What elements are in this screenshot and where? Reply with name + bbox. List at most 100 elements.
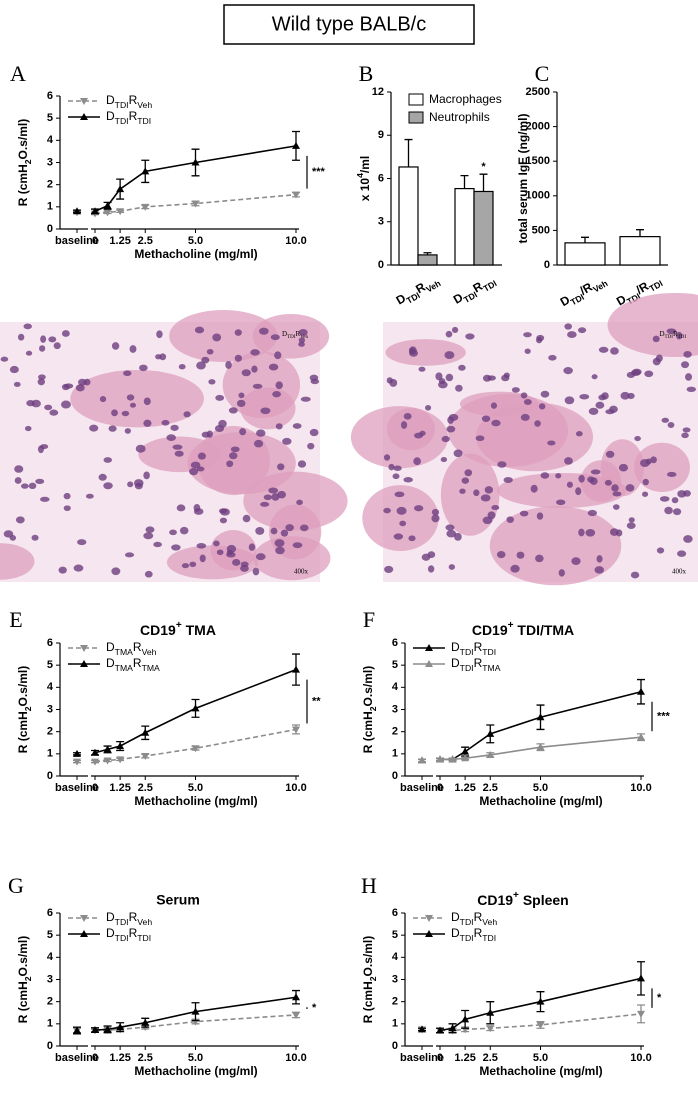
y-tick-label: 3 [47, 703, 53, 715]
nucleus [300, 396, 311, 402]
nucleus [618, 463, 629, 472]
y-axis-label: R (cmH2O.s/ml) [361, 936, 378, 1024]
nucleus [556, 499, 566, 506]
nucleus [523, 332, 532, 338]
nucleus [259, 327, 269, 335]
nucleus [567, 331, 577, 339]
nucleus [292, 542, 303, 549]
x-axis-label: Methacholine (mg/ml) [134, 247, 257, 261]
nucleus [435, 372, 443, 381]
nucleus [143, 471, 150, 480]
significance-label: * [657, 992, 662, 1004]
legend-label: Neutrophils [429, 110, 490, 124]
nucleus [37, 378, 46, 386]
x-tick-label: 0 [92, 235, 98, 247]
text-part: CD19 [140, 622, 176, 638]
nucleus [263, 494, 272, 501]
nucleus [25, 350, 33, 356]
x-tick-label: DTDIRVeh [394, 272, 443, 310]
nucleus [677, 550, 687, 557]
text-part: R [129, 93, 138, 107]
nucleus [639, 459, 650, 468]
nucleus [564, 457, 573, 465]
nucleus [270, 334, 280, 341]
y-tick-label: 0 [392, 1040, 398, 1052]
marker [103, 209, 112, 217]
panel-letter: G [8, 873, 24, 898]
nucleus [226, 551, 236, 558]
marker [448, 755, 457, 763]
nucleus [179, 526, 189, 535]
nucleus [644, 370, 654, 378]
nucleus [234, 329, 242, 336]
tissue [166, 545, 259, 580]
nucleus [156, 330, 163, 339]
nucleus [58, 566, 67, 574]
nucleus [511, 387, 520, 393]
nucleus [383, 507, 391, 514]
nucleus [451, 326, 459, 334]
y-tick-label: 3 [47, 973, 53, 985]
x-tick-label: 10.0 [285, 782, 306, 794]
significance-label: *** [657, 710, 671, 722]
marker [637, 687, 645, 695]
y-tick-label: 0 [47, 1040, 53, 1052]
nucleus [520, 392, 528, 399]
nucleus [497, 461, 507, 468]
nucleus [232, 559, 241, 566]
y-tick-label: 3 [392, 703, 398, 715]
legend-marker [80, 915, 88, 922]
chart-title: CD19+ TDI/TMA [472, 620, 574, 638]
tissue [447, 393, 569, 468]
bar [398, 166, 419, 266]
nucleus [516, 551, 525, 559]
marker [141, 753, 150, 761]
marker [73, 749, 81, 757]
tissue [0, 543, 35, 580]
nucleus [652, 357, 661, 366]
image-label: DTDIRTDI [659, 330, 686, 340]
nucleus [440, 457, 448, 463]
nucleus [414, 505, 424, 512]
nucleus [208, 379, 216, 385]
marker [486, 1008, 495, 1016]
nucleus [285, 524, 294, 532]
nucleus [445, 330, 453, 338]
nucleus [298, 337, 306, 344]
nucleus [78, 378, 87, 386]
marker [292, 1011, 300, 1019]
nucleus [256, 429, 266, 437]
nucleus [212, 333, 222, 342]
panel-letter: H [361, 873, 377, 898]
nucleus [672, 508, 682, 516]
text-part: R [673, 330, 678, 338]
x-tick-label: 5.0 [188, 235, 203, 247]
text-part: 2 [368, 706, 378, 711]
error-bar [479, 173, 488, 192]
nucleus [103, 482, 113, 490]
y-tick-label: 6 [392, 637, 398, 649]
nucleus [555, 473, 562, 479]
nucleus [458, 364, 466, 371]
y-tick-label: 3 [47, 156, 53, 168]
x-tick-label: 5.0 [533, 1052, 548, 1064]
nucleus [650, 456, 657, 464]
marker [116, 742, 125, 750]
text-part: O.s/ml) [16, 666, 30, 707]
legend-label: DTDIRVeh [451, 910, 497, 927]
text-part: + [176, 620, 182, 631]
nucleus [15, 516, 25, 524]
text-part: R [474, 910, 483, 924]
nucleus [427, 551, 436, 559]
nucleus [103, 457, 112, 463]
significance-label: ** [312, 695, 321, 707]
x-tick-label: 5.0 [188, 1052, 203, 1064]
nucleus [535, 554, 544, 563]
x-tick-label: 1.25 [109, 782, 130, 794]
nucleus [431, 514, 440, 523]
nucleus [178, 364, 186, 370]
nucleus [282, 437, 292, 445]
tissue [252, 313, 330, 359]
legend-label: DTDIRTDI [451, 926, 496, 943]
